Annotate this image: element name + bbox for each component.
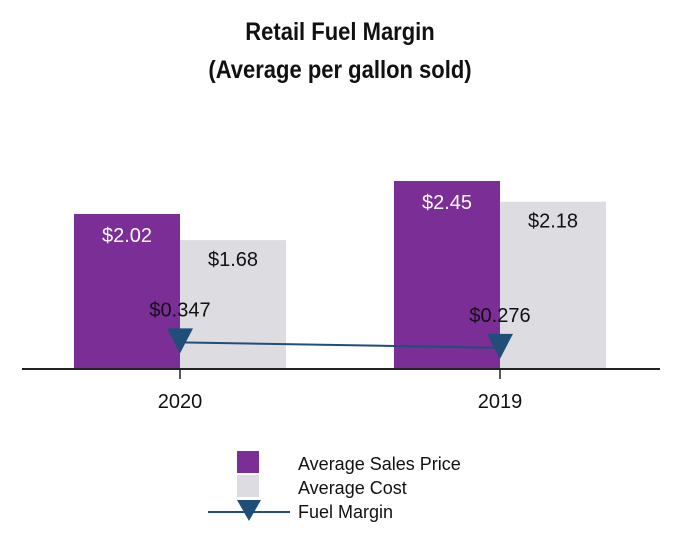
data-label-average-cost-2019: $2.18: [528, 211, 578, 233]
chart-subtitle: (Average per gallon sold): [208, 56, 472, 84]
data-label-fuel-margin-2020: $0.347: [149, 299, 210, 321]
bar-average-sales-price-2020: [74, 213, 180, 369]
marker-fuel-margin-2019: [487, 333, 513, 359]
bar-average-sales-price-2019: [394, 181, 500, 369]
bar-average-cost-2019: [500, 201, 606, 369]
legend-label-average-cost: Average Cost: [298, 478, 407, 498]
data-label-average-sales-price-2020: $2.02: [102, 225, 152, 247]
data-label-fuel-margin-2019: $0.276: [469, 305, 530, 327]
legend: Average Sales Price Average Cost Fuel Ma…: [208, 451, 461, 522]
x-tick-label-2019: 2019: [478, 391, 523, 413]
legend-label-fuel-margin: Fuel Margin: [298, 502, 393, 522]
marker-fuel-margin-2020: [167, 328, 193, 354]
x-tick-label-2020: 2020: [158, 391, 203, 413]
chart-title: Retail Fuel Margin: [245, 18, 435, 46]
legend-swatch-average-cost: [237, 475, 259, 497]
legend-label-sales-price: Average Sales Price: [298, 454, 461, 474]
data-label-average-sales-price-2019: $2.45: [422, 192, 472, 214]
legend-swatch-sales-price: [237, 451, 259, 473]
bar-average-cost-2020: [180, 240, 286, 369]
legend-marker-fuel-margin: [237, 500, 261, 521]
line-fuel-margin: [179, 341, 501, 349]
data-label-average-cost-2020: $1.68: [208, 249, 258, 271]
